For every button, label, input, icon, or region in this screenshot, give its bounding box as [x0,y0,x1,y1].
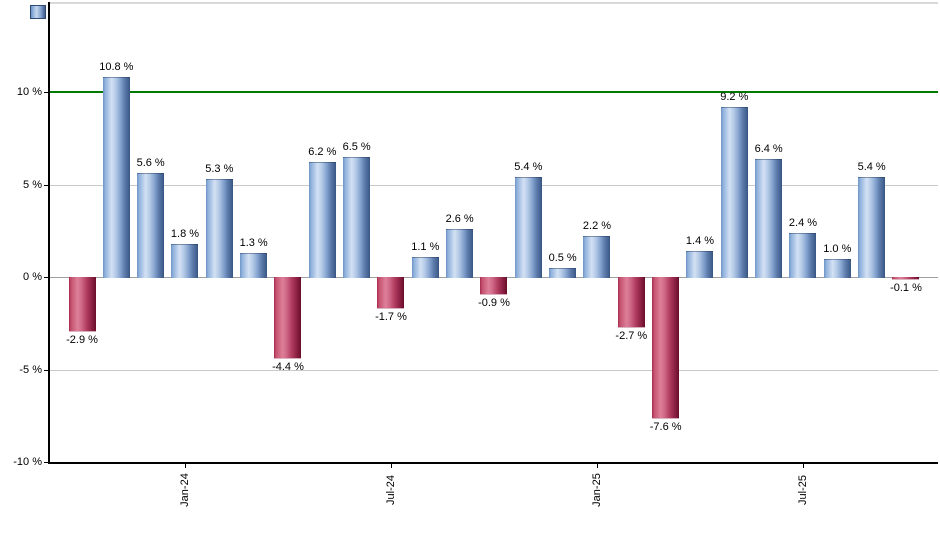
return-bar [583,236,611,278]
bar-value-label: 1.1 % [411,240,440,253]
return-bar [617,277,645,328]
return-bar [858,177,886,278]
return-bar [171,243,199,278]
bar-value-label: 1.4 % [685,235,715,248]
return-bar [686,251,714,278]
bar-value-label: 5.6 % [136,157,165,170]
return-bar [514,177,542,278]
bar-value-label: 1.3 % [239,236,268,249]
bar-value-label: 1.8 % [170,227,200,240]
bar-value-label: -4.4 % [272,361,304,374]
return-bar [480,277,508,295]
bar-value-label: 6.5 % [342,140,371,153]
y-axis-tick [44,277,49,278]
x-axis-tick [184,462,186,468]
return-bar [240,252,268,278]
y-tick-label: 5 % [23,178,42,191]
y-tick-label: -5 % [19,363,42,376]
y-axis-tick [44,92,49,93]
bar-value-label: 6.2 % [308,146,337,159]
bar-value-label: 2.6 % [445,212,474,225]
bar-value-label: -1.7 % [375,311,407,324]
plot-top-border [49,2,938,4]
y-axis-tick [44,369,49,371]
bar-value-label: 10.8 % [99,61,134,74]
x-tick-label-text: Jan-25 [590,473,603,507]
bar-value-label: 1.0 % [823,242,852,255]
return-bar [274,277,302,360]
y-tick-label: 0 % [23,271,42,283]
y-axis-line [48,2,50,464]
return-bar [652,277,680,419]
return-bar [755,158,783,278]
bar-value-label: -7.6 % [649,420,682,433]
bar-value-label: 0.5 % [548,251,577,264]
bar-value-label: -2.9 % [66,333,98,346]
return-bar [789,232,817,278]
bar-value-label: 5.4 % [857,161,886,174]
y-axis-tick [44,462,49,463]
return-bar [549,267,577,278]
return-bar [308,162,336,278]
gridline-5pct [49,184,938,186]
x-axis-line [48,462,938,464]
bar-value-label: 6.4 % [754,142,783,155]
legend-swatch-icon [30,5,46,19]
x-tick-label-text: Jul-24 [384,475,397,505]
y-tick-label: 10 % [16,86,42,98]
return-bar [892,277,920,280]
x-axis-tick [596,462,598,468]
y-tick-label: -10 % [13,456,42,468]
gridline--5pct [49,369,938,371]
return-bar [411,256,439,278]
threshold-line-10pct [49,91,938,93]
bar-value-label: 9.2 % [720,90,749,103]
x-axis-tick [802,462,804,468]
return-bar [720,106,748,278]
return-bar [343,156,371,278]
return-bar [823,258,851,278]
bar-value-label: 5.4 % [514,161,543,174]
bar-value-label: 5.3 % [205,162,234,175]
x-tick-label-text: Jul-25 [796,475,809,505]
bar-value-label: -0.9 % [478,296,510,309]
return-bar [137,173,165,278]
return-bar [102,77,130,278]
return-bar [68,277,96,332]
bar-value-label: -2.7 % [615,329,648,342]
bar-value-label: 2.2 % [582,220,612,233]
y-axis-tick [44,184,49,186]
x-axis-tick [390,462,392,468]
return-bar [377,277,405,310]
return-bar [446,228,474,278]
return-bar [205,178,233,278]
bar-value-label: -0.1 % [890,281,922,294]
bar-value-label: 2.4 % [788,216,818,229]
x-tick-label-text: Jan-24 [178,473,191,507]
